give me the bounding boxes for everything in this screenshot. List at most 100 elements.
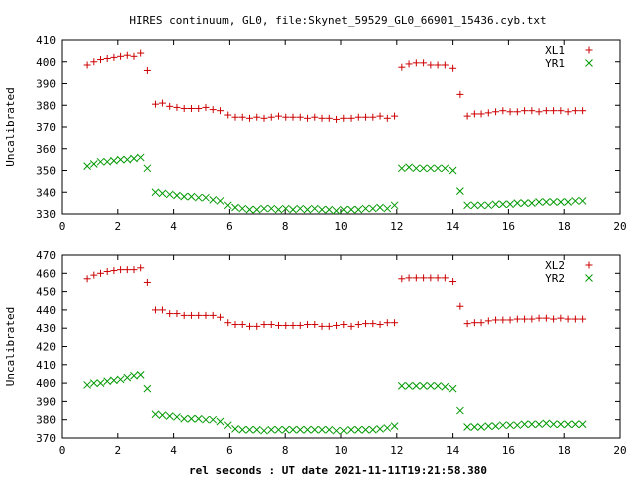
data-point — [477, 423, 485, 431]
y-axis-label: Uncalibrated — [4, 307, 17, 386]
data-point-d2 — [578, 197, 587, 205]
data-point-d2 — [318, 425, 326, 434]
data-point — [347, 322, 355, 330]
data-point — [130, 371, 138, 380]
data-point — [202, 415, 210, 424]
data-point — [549, 198, 558, 206]
data-point — [194, 193, 203, 202]
data-point — [318, 114, 326, 122]
data-point — [216, 313, 224, 321]
y-tick-label: 400 — [36, 56, 56, 69]
data-point — [564, 420, 572, 429]
data-point-d2 — [527, 420, 536, 429]
data-point-d2 — [354, 425, 363, 434]
data-point — [151, 188, 160, 197]
data-point-d2 — [405, 163, 413, 172]
series-YR1 — [83, 153, 587, 215]
data-point — [289, 113, 297, 121]
y-tick-label: 410 — [36, 359, 56, 372]
data-point — [449, 278, 457, 286]
data-point — [260, 204, 268, 213]
data-point-d2 — [289, 425, 297, 434]
y-tick-label: 360 — [36, 143, 56, 156]
data-point-d2 — [513, 421, 522, 430]
data-point — [187, 192, 196, 201]
data-point-d2 — [180, 192, 189, 201]
data-point-d2 — [456, 406, 464, 415]
data-point — [267, 425, 276, 434]
data-point — [362, 320, 370, 328]
data-point — [96, 157, 105, 166]
data-point-d2 — [130, 154, 138, 163]
x-tick-label: 10 — [334, 444, 347, 457]
data-point — [376, 112, 384, 120]
data-point — [564, 315, 572, 323]
data-point — [412, 381, 421, 390]
data-point — [130, 52, 138, 60]
data-point — [513, 199, 522, 207]
data-point — [151, 410, 160, 419]
data-point — [470, 423, 479, 431]
series-XL1 — [83, 49, 587, 123]
data-point-d2 — [281, 425, 290, 434]
data-point — [318, 205, 326, 214]
data-point — [571, 107, 579, 115]
data-point — [116, 375, 125, 384]
chart-title: HIRES continuum, GL0, file:Skynet_59529_… — [129, 14, 546, 27]
data-point-d2 — [498, 421, 507, 430]
data-point — [173, 413, 181, 421]
data-point-d2 — [549, 420, 558, 429]
data-point-d2 — [260, 204, 268, 213]
data-point — [310, 425, 319, 434]
data-point — [527, 420, 536, 429]
data-point — [275, 112, 283, 120]
data-point-d2 — [202, 193, 210, 202]
x-tick-label: 4 — [170, 220, 177, 233]
x-tick-label: 12 — [390, 220, 403, 233]
data-point — [304, 114, 312, 122]
data-point — [434, 274, 442, 282]
data-point-d2 — [151, 188, 160, 197]
x-tick-label: 20 — [613, 444, 626, 457]
data-point-d2 — [123, 373, 132, 382]
data-point-d2 — [123, 155, 132, 164]
data-point — [477, 110, 485, 118]
data-point — [564, 108, 572, 116]
data-point — [556, 198, 565, 206]
data-point-d2 — [390, 422, 399, 430]
data-point — [275, 321, 283, 329]
x-tick-label: 18 — [558, 220, 571, 233]
y-tick-label: 450 — [36, 286, 56, 299]
data-point — [110, 156, 118, 165]
data-point-d2 — [110, 376, 118, 385]
data-point — [130, 266, 138, 274]
data-point — [281, 425, 290, 434]
data-point — [499, 107, 507, 115]
data-point — [579, 315, 587, 323]
x-tick-label: 6 — [226, 444, 233, 457]
data-point-d2 — [542, 419, 551, 428]
data-point-d2 — [151, 410, 160, 419]
data-point-d2 — [477, 201, 485, 210]
data-point — [110, 267, 118, 275]
data-point — [97, 56, 105, 64]
data-point — [491, 422, 500, 430]
data-point — [253, 113, 261, 121]
data-point — [296, 321, 304, 329]
data-point-d2 — [448, 166, 457, 175]
data-point-d2 — [383, 424, 392, 432]
data-point-d2 — [231, 203, 239, 212]
data-point — [542, 419, 551, 428]
data-point — [252, 205, 261, 214]
data-point-d2 — [296, 425, 305, 434]
data-point — [117, 52, 125, 60]
data-point — [405, 60, 413, 68]
data-point — [456, 90, 464, 98]
data-point — [528, 107, 536, 115]
data-point-d2 — [89, 160, 98, 168]
data-point — [506, 200, 514, 209]
data-point — [535, 108, 543, 116]
data-point — [506, 421, 514, 430]
data-point — [216, 417, 225, 426]
